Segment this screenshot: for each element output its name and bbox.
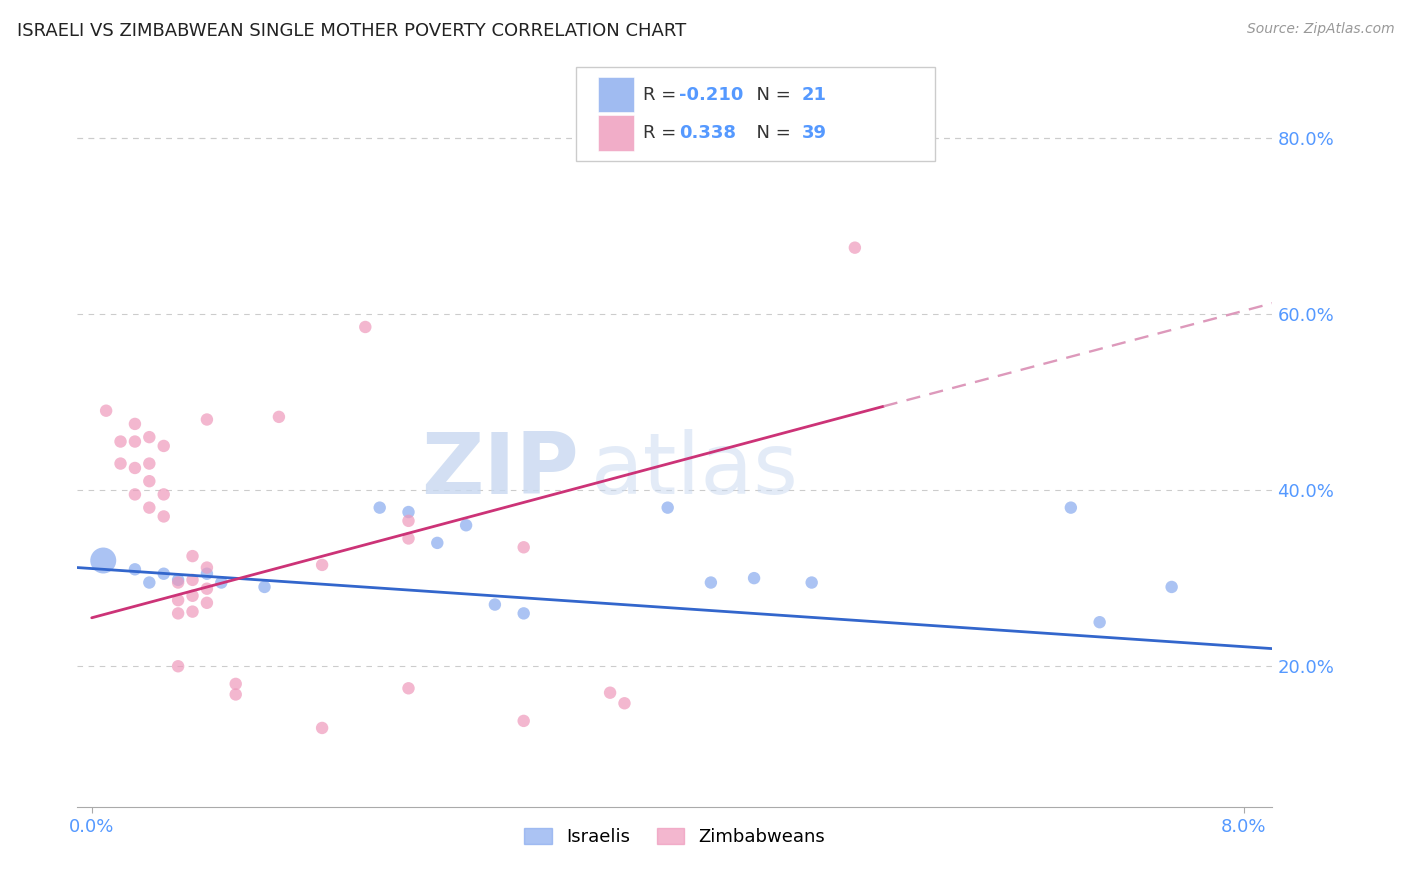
Text: ZIP: ZIP (422, 429, 579, 512)
Point (167, 575, 190, 590)
Point (225, 677, 247, 691)
Point (124, 461, 146, 475)
Point (152, 439, 174, 453)
Point (657, 500, 679, 515)
Point (512, 714, 534, 728)
Point (311, 721, 333, 735)
Point (1088, 615, 1111, 630)
Point (426, 536, 449, 550)
Point (398, 505, 420, 519)
Point (225, 688, 247, 702)
Text: R =: R = (643, 86, 682, 103)
Point (138, 430, 160, 444)
Point (398, 514, 420, 528)
Point (94, 403, 117, 417)
Point (152, 487, 174, 501)
Point (742, 571, 765, 585)
Point (91, 553, 114, 567)
Point (267, 409, 290, 424)
Legend: Israelis, Zimbabweans: Israelis, Zimbabweans (517, 821, 832, 853)
Point (167, 593, 190, 607)
Point (181, 589, 204, 603)
Point (152, 566, 174, 581)
Point (354, 320, 377, 334)
Point (167, 659, 190, 673)
Point (456, 518, 478, 533)
Point (195, 582, 218, 596)
Point (124, 562, 146, 576)
Text: -0.210: -0.210 (679, 86, 744, 103)
Point (195, 566, 218, 581)
Text: R =: R = (643, 124, 688, 142)
Point (181, 605, 204, 619)
Point (138, 474, 160, 488)
Point (124, 434, 146, 449)
Text: 21: 21 (801, 86, 827, 103)
Text: N =: N = (745, 86, 797, 103)
Point (209, 575, 232, 590)
Point (152, 509, 174, 524)
Text: Source: ZipAtlas.com: Source: ZipAtlas.com (1247, 22, 1395, 37)
Text: atlas: atlas (592, 429, 799, 512)
Point (800, 575, 823, 590)
Point (311, 558, 333, 572)
Point (512, 607, 534, 621)
Point (844, 241, 866, 255)
Text: N =: N = (745, 124, 797, 142)
Point (1160, 580, 1182, 594)
Point (110, 434, 132, 449)
Point (195, 596, 218, 610)
Text: 39: 39 (801, 124, 827, 142)
Point (700, 575, 723, 590)
Point (167, 573, 190, 587)
Point (512, 541, 534, 555)
Point (138, 457, 160, 471)
Point (167, 607, 190, 621)
Point (484, 598, 506, 612)
Point (181, 549, 204, 563)
Text: ISRAELI VS ZIMBABWEAN SINGLE MOTHER POVERTY CORRELATION CHART: ISRAELI VS ZIMBABWEAN SINGLE MOTHER POVE… (17, 22, 686, 40)
Point (138, 500, 160, 515)
Point (398, 681, 420, 696)
Point (181, 573, 204, 587)
Point (253, 580, 276, 594)
Point (138, 575, 160, 590)
Point (599, 686, 621, 700)
Point (124, 487, 146, 501)
Point (195, 560, 218, 574)
Point (613, 696, 636, 710)
Point (368, 500, 391, 515)
Text: 0.338: 0.338 (679, 124, 737, 142)
Point (195, 412, 218, 426)
Point (110, 457, 132, 471)
Point (1060, 500, 1083, 515)
Point (398, 532, 420, 546)
Point (124, 417, 146, 431)
